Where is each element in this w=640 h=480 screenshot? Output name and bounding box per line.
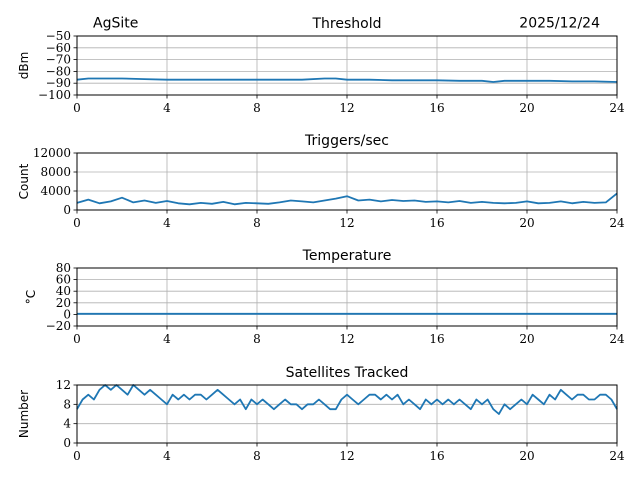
triggers-ytick-label: 12000 [33,146,71,160]
temperature-ytick-label: 0 [63,307,71,321]
triggers-ytick-label: 0 [63,203,71,217]
threshold-ytick-label: −60 [46,41,71,55]
satellites-title: Satellites Tracked [286,365,409,381]
triggers-xtick-label: 24 [609,216,625,230]
chart-panels: 0 4 8 12 16 20 24 −100−90−80−70−60−50 Threshold d… [17,16,625,463]
threshold-title: Threshold [312,16,382,32]
temperature-xtick-label: 4 [163,332,171,346]
threshold-ytick-label: −100 [38,88,71,102]
threshold-ylabel: dBm [17,52,31,80]
temperature-ytick-label: 20 [56,296,71,310]
satellites-panel: 0 4 8 12 16 20 24 0 4 8 12 Satellites Tracked Number [17,365,625,463]
temperature-xtick-label: 8 [253,332,261,346]
satellites-ylabel: Number [17,390,31,438]
threshold-ytick-label: −50 [46,29,71,43]
triggers-xtick-label: 20 [519,216,534,230]
threshold-xtick-label: 8 [253,101,261,115]
satellites-ytick-label: 4 [63,417,71,431]
threshold-xtick-label: 20 [519,101,534,115]
threshold-series-line [76,77,618,83]
temperature-xtick-label: 12 [339,332,354,346]
threshold-ytick-label: −80 [46,64,71,78]
triggers-xtick-label: 0 [73,216,81,230]
satellites-xtick-label: 12 [339,449,354,463]
temperature-xtick-label: 16 [429,332,444,346]
threshold-xtick-label: 24 [609,101,625,115]
temperature-ytick-label: −20 [46,319,71,333]
triggers-xtick-label: 16 [429,216,444,230]
threshold-xtick-label: 12 [339,101,354,115]
satellites-series-line [76,384,618,415]
date-label: 2025/12/24 [519,16,600,32]
satellites-ytick-label: 12 [56,378,71,392]
triggers-ytick-label: 8000 [40,165,71,179]
site-label: AgSite [93,16,138,32]
temperature-ytick-label: 40 [56,284,71,298]
satellites-ytick-label: 0 [63,436,71,450]
temperature-xtick-label: 24 [609,332,625,346]
threshold-xtick-label: 0 [73,101,81,115]
triggers-xtick-label: 8 [253,216,261,230]
triggers-xtick-label: 12 [339,216,354,230]
threshold-xtick-label: 4 [163,101,171,115]
temperature-ylabel: °C [24,290,38,304]
satellites-xtick-label: 4 [163,449,171,463]
triggers-ytick-label: 4000 [40,184,71,198]
triggers-panel: 0 4 8 12 16 20 24 0 4000 8000 12000 Triggers/sec Cou… [17,133,625,230]
threshold-ytick-label: −90 [46,76,71,90]
satellites-xtick-label: 24 [609,449,625,463]
triggers-xtick-label: 4 [163,216,171,230]
triggers-series-line [76,192,618,206]
satellites-xtick-label: 8 [253,449,261,463]
satellites-xtick-label: 0 [73,449,81,463]
threshold-xtick-label: 16 [429,101,444,115]
threshold-panel: 0 4 8 12 16 20 24 −100−90−80−70−60−50 Threshold d… [17,16,625,115]
satellites-xtick-label: 20 [519,449,534,463]
temperature-xtick-label: 0 [73,332,81,346]
satellites-xtick-label: 16 [429,449,444,463]
temperature-ytick-label: 60 [56,273,71,287]
temperature-xtick-label: 20 [519,332,534,346]
triggers-ylabel: Count [17,163,31,199]
temperature-title: Temperature [302,248,392,264]
temperature-ytick-label: 80 [56,261,71,275]
triggers-title: Triggers/sec [304,133,389,149]
threshold-ytick-label: −70 [46,53,71,67]
satellites-ytick-label: 8 [63,397,71,411]
